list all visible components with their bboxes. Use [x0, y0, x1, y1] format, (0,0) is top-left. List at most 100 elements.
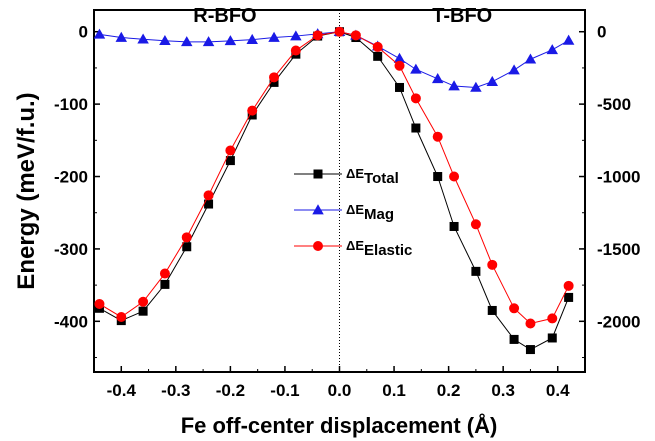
data-point-mag — [180, 36, 193, 47]
data-point-elastic — [372, 41, 383, 52]
data-point-mag — [524, 53, 537, 64]
y-left-tick-label: -200 — [54, 168, 88, 187]
data-point-total — [411, 123, 421, 133]
y-left-tick-label: -100 — [54, 95, 88, 114]
region-label: T-BFO — [432, 5, 492, 27]
y-right-tick-label: -2000 — [597, 312, 640, 331]
data-point-elastic — [563, 280, 574, 291]
legend-label-subscript: Mag — [364, 206, 394, 223]
data-point-total — [160, 279, 170, 289]
data-point-mag — [202, 36, 215, 47]
data-point-total — [509, 334, 519, 344]
x-tick-label: 0.2 — [437, 381, 461, 400]
y-right-tick-label: -1000 — [597, 168, 640, 187]
x-tick-label: 0.3 — [491, 381, 515, 400]
data-point-elastic — [247, 105, 258, 116]
data-point-elastic — [470, 219, 481, 230]
data-point-elastic — [432, 131, 443, 142]
y-left-tick-label: -300 — [54, 240, 88, 259]
data-point-total — [182, 242, 192, 252]
x-tick-label: 0.0 — [328, 381, 352, 400]
series-line-elastic — [99, 31, 570, 325]
data-point-mag — [546, 44, 559, 55]
data-point-total — [471, 266, 481, 276]
data-point-mag — [431, 73, 444, 84]
data-point-mag — [290, 30, 302, 41]
data-point-elastic — [394, 60, 405, 71]
y-right-tick-label: 0 — [597, 23, 606, 42]
series-line-total — [99, 31, 570, 351]
data-point-mag — [115, 31, 128, 42]
data-point-elastic — [159, 268, 170, 279]
data-point-total — [564, 292, 574, 302]
x-tick-label: -0.4 — [107, 381, 137, 400]
legend-label-symbol: ΔE — [346, 166, 364, 181]
data-point-total — [525, 345, 535, 355]
data-point-elastic — [449, 171, 460, 182]
series-layer — [94, 25, 575, 355]
y-right-tick-label: -500 — [597, 95, 631, 114]
data-point-mag — [486, 75, 499, 86]
data-point-elastic — [410, 93, 421, 104]
region-label: R-BFO — [193, 5, 256, 27]
y-left-tick-label: 0 — [79, 23, 88, 42]
y-right-tick-label: -1500 — [597, 240, 640, 259]
data-point-elastic — [269, 72, 280, 83]
data-point-elastic — [116, 311, 127, 322]
data-point-total — [433, 172, 443, 182]
x-tick-label: -0.1 — [270, 381, 299, 400]
data-point-elastic — [225, 145, 236, 156]
x-tick-label: 0.4 — [546, 381, 570, 400]
annotations-layer: R-BFO T-BFO — [193, 5, 492, 27]
x-axis-label: Fe off-center displacement (Å) — [181, 412, 498, 438]
legend-label-elastic: ΔEElastic — [346, 238, 412, 259]
legend-label-symbol: ΔE — [346, 238, 364, 253]
legend-marker-total — [313, 169, 323, 179]
data-point-total — [449, 221, 459, 231]
data-point-total — [269, 77, 279, 87]
legend-label-subscript: Total — [364, 170, 399, 187]
data-point-total — [204, 199, 214, 209]
data-point-mag — [448, 80, 460, 91]
data-point-mag — [562, 34, 575, 45]
data-point-mag — [508, 64, 520, 75]
data-point-mag — [470, 81, 482, 92]
y-axis-label: Energy (meV/f.u.) — [13, 92, 40, 289]
data-point-elastic — [138, 296, 149, 307]
legend-label-symbol: ΔE — [346, 202, 364, 217]
data-point-mag — [393, 52, 406, 63]
data-point-elastic — [181, 232, 192, 243]
data-point-mag — [137, 33, 149, 44]
x-tick-label: 0.1 — [382, 381, 406, 400]
legend-label-subscript: Elastic — [364, 242, 412, 259]
legend-marker-elastic — [313, 241, 323, 251]
data-point-elastic — [509, 303, 520, 314]
series-line-mag — [99, 31, 569, 88]
x-tick-label: -0.2 — [216, 381, 245, 400]
data-point-mag — [224, 35, 237, 46]
data-point-mag — [268, 31, 280, 42]
data-point-elastic — [334, 26, 345, 37]
y-left-tick-label: -400 — [54, 312, 88, 331]
data-point-elastic — [290, 45, 301, 56]
legend-label-mag: ΔEMag — [346, 202, 394, 223]
data-point-total — [373, 51, 383, 61]
legend-label-total: ΔETotal — [346, 166, 399, 187]
data-point-elastic — [487, 259, 498, 270]
data-point-total — [225, 156, 235, 166]
data-point-total — [547, 333, 557, 343]
data-point-elastic — [525, 318, 536, 329]
legend-marker-mag — [312, 204, 324, 215]
data-point-total — [487, 305, 497, 315]
data-point-total — [395, 82, 405, 92]
data-point-elastic — [547, 313, 558, 324]
data-point-elastic — [312, 30, 323, 41]
x-tick-label: -0.3 — [161, 381, 190, 400]
data-point-elastic — [350, 30, 361, 41]
ticks-layer: -0.4 -0.3 -0.2 -0.1 0.0 0.1 0.2 0.3 0.4 0 -100 -200… — [54, 23, 641, 400]
data-point-mag — [410, 63, 422, 74]
data-point-mag — [246, 33, 258, 44]
